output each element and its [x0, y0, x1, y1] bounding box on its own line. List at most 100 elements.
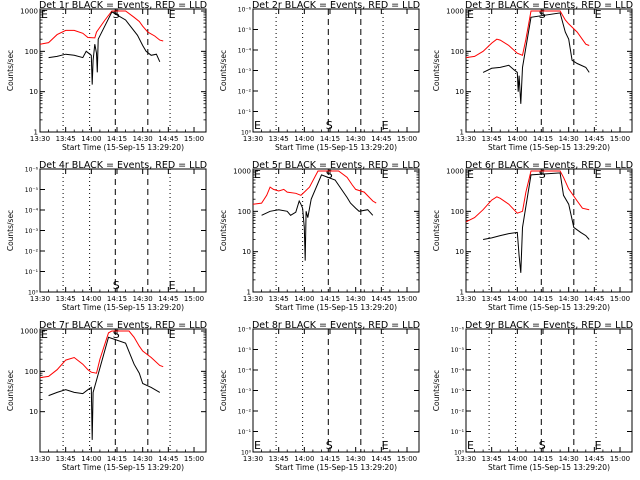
plot-frame — [465, 168, 633, 293]
panel-title: Det 7r BLACK = Events, RED = LLD — [39, 320, 207, 331]
x-axis-label: Start Time (15-Sep-15 13:29:20) — [275, 303, 397, 312]
y-tick-label: 10⁻⁴ — [451, 368, 465, 375]
x-tick-label: 14:15 — [320, 295, 340, 303]
y-tick-label: 100 — [238, 208, 251, 216]
end-marker-label: E — [382, 119, 389, 132]
start-marker-label: S — [326, 168, 333, 181]
x-tick-label: 14:00 — [294, 455, 314, 463]
events-series-line — [48, 11, 161, 85]
plot-frame — [39, 168, 207, 293]
x-tick-label: 14:30 — [133, 135, 153, 143]
x-tick-label: 13:45 — [56, 455, 76, 463]
y-tick-label: 1000 — [446, 168, 464, 176]
y-tick-label: 1000 — [233, 168, 251, 176]
y-tick-label: 10⁻² — [451, 409, 465, 416]
x-axis-label: Start Time (15-Sep-15 13:29:20) — [488, 303, 610, 312]
x-tick-label: 14:45 — [371, 135, 391, 143]
x-tick-label: 14:45 — [371, 455, 391, 463]
end-marker-label: E — [169, 328, 176, 341]
x-tick-label: 13:30 — [30, 455, 50, 463]
y-tick-label: 10 — [242, 248, 251, 256]
plot-frame — [39, 328, 207, 453]
x-tick-label: 15:00 — [610, 455, 630, 463]
y-tick-label: 10⁻³ — [238, 388, 252, 395]
y-axis-label: Counts/sec — [432, 370, 441, 411]
y-tick-label: 1 — [460, 129, 464, 137]
x-tick-label: 14:45 — [158, 295, 178, 303]
x-axis-label: Start Time (15-Sep-15 13:29:20) — [62, 143, 184, 152]
y-tick-label: 1 — [34, 129, 38, 137]
x-tick-label: 14:15 — [320, 455, 340, 463]
start-marker-label: S — [326, 439, 333, 452]
events-series-line — [482, 12, 590, 104]
x-tick-label: 15:00 — [184, 135, 204, 143]
panel-title: Det 9r BLACK = Events, RED = LLD — [465, 320, 633, 331]
end-marker-label: E — [382, 168, 389, 181]
x-tick-label: 13:30 — [456, 295, 476, 303]
x-tick-label: 14:45 — [158, 135, 178, 143]
x-tick-label: 14:00 — [81, 135, 101, 143]
y-tick-label: 10⁻⁵ — [25, 187, 39, 194]
x-tick-label: 14:45 — [584, 135, 604, 143]
plot-frame — [252, 168, 420, 293]
start-marker-label: S — [539, 8, 546, 21]
left-end-marker-label: E — [467, 8, 474, 21]
y-tick-label: 100 — [25, 368, 38, 376]
x-tick-label: 13:45 — [269, 295, 289, 303]
x-tick-label: 13:30 — [243, 295, 263, 303]
y-tick-label: 10⁰ — [28, 290, 39, 297]
y-tick-label: 10⁰ — [454, 450, 465, 457]
x-tick-label: 13:30 — [30, 295, 50, 303]
plot-frame — [465, 328, 633, 453]
x-tick-label: 13:45 — [269, 455, 289, 463]
x-tick-label: 14:00 — [81, 295, 101, 303]
panel-title: Det 3r BLACK = Events, RED = LLD — [465, 0, 633, 11]
x-tick-label: 14:45 — [371, 295, 391, 303]
left-end-marker-label: E — [467, 439, 474, 452]
end-marker-label: E — [595, 439, 602, 452]
start-marker-label: S — [539, 439, 546, 452]
y-tick-label: 10⁻⁶ — [238, 327, 252, 334]
x-tick-label: 15:00 — [397, 295, 417, 303]
y-tick-label: 10 — [455, 248, 464, 256]
x-tick-label: 13:45 — [482, 295, 502, 303]
y-tick-label: 10⁰ — [241, 450, 252, 457]
x-tick-label: 13:45 — [482, 455, 502, 463]
y-tick-label: 10⁻¹ — [238, 109, 252, 116]
y-tick-label: 10⁻⁴ — [238, 368, 252, 375]
panel-title: Det 8r BLACK = Events, RED = LLD — [252, 320, 420, 331]
y-tick-label: 10⁻² — [238, 89, 252, 96]
x-tick-label: 14:30 — [559, 135, 579, 143]
x-tick-label: 15:00 — [610, 135, 630, 143]
x-axis-label: Start Time (15-Sep-15 13:29:20) — [275, 463, 397, 472]
x-tick-label: 14:45 — [584, 455, 604, 463]
left-end-marker-label: E — [41, 328, 48, 341]
start-marker-label: S — [326, 119, 333, 132]
y-tick-label: 10⁻³ — [238, 68, 252, 75]
y-tick-label: 1000 — [20, 8, 38, 16]
plot-frame — [465, 8, 633, 133]
start-marker-label: S — [113, 328, 120, 341]
left-end-marker-label: E — [41, 8, 48, 21]
y-tick-label: 10⁻⁴ — [238, 48, 252, 55]
events-series-line — [48, 336, 161, 440]
x-tick-label: 14:15 — [107, 295, 127, 303]
y-tick-label: 10⁻³ — [25, 228, 39, 235]
panel-title: Det 6r BLACK = Events, RED = LLD — [465, 160, 633, 171]
y-tick-label: 100 — [25, 48, 38, 56]
y-tick-label: 10⁻¹ — [25, 269, 39, 276]
x-tick-label: 14:30 — [346, 455, 366, 463]
x-axis-label: Start Time (15-Sep-15 13:29:20) — [62, 463, 184, 472]
panel-det-4r: Det 4r BLACK = Events, RED = LLD 10⁰ 10⁻¹ 1… — [6, 160, 207, 312]
lld-series-line — [252, 170, 377, 205]
lld-series-line — [465, 170, 590, 223]
x-tick-label: 13:30 — [456, 455, 476, 463]
x-tick-label: 14:15 — [533, 135, 553, 143]
panel-title: Det 1r BLACK = Events, RED = LLD — [39, 0, 207, 11]
end-marker-label: E — [595, 8, 602, 21]
x-tick-label: 15:00 — [610, 295, 630, 303]
plot-frame — [39, 8, 207, 133]
x-tick-label: 13:45 — [56, 135, 76, 143]
x-axis-label: Start Time (15-Sep-15 13:29:20) — [62, 303, 184, 312]
x-tick-label: 13:30 — [456, 135, 476, 143]
